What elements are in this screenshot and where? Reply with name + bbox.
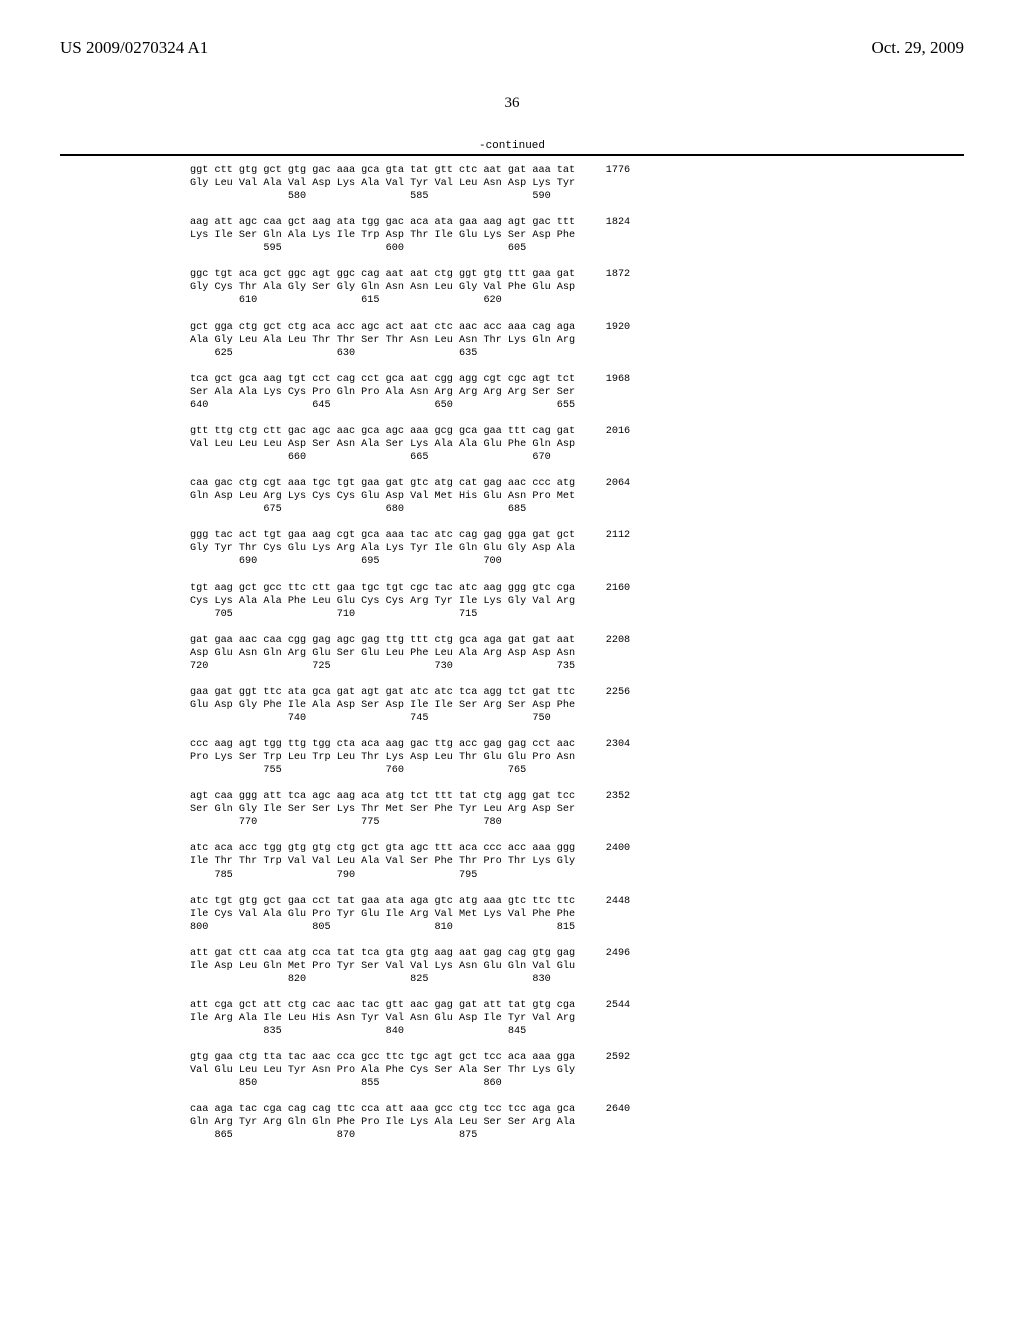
header-publication-number: US 2009/0270324 A1 xyxy=(60,38,208,58)
continued-label: -continued xyxy=(60,140,964,152)
page: US 2009/0270324 A1 Oct. 29, 2009 36 -con… xyxy=(0,0,1024,1320)
rule-heavy xyxy=(60,154,964,156)
header-date: Oct. 29, 2009 xyxy=(871,38,964,58)
page-number: 36 xyxy=(60,95,964,112)
sequence-listing: ggt ctt gtg gct gtg gac aaa gca gta tat … xyxy=(190,164,964,1143)
